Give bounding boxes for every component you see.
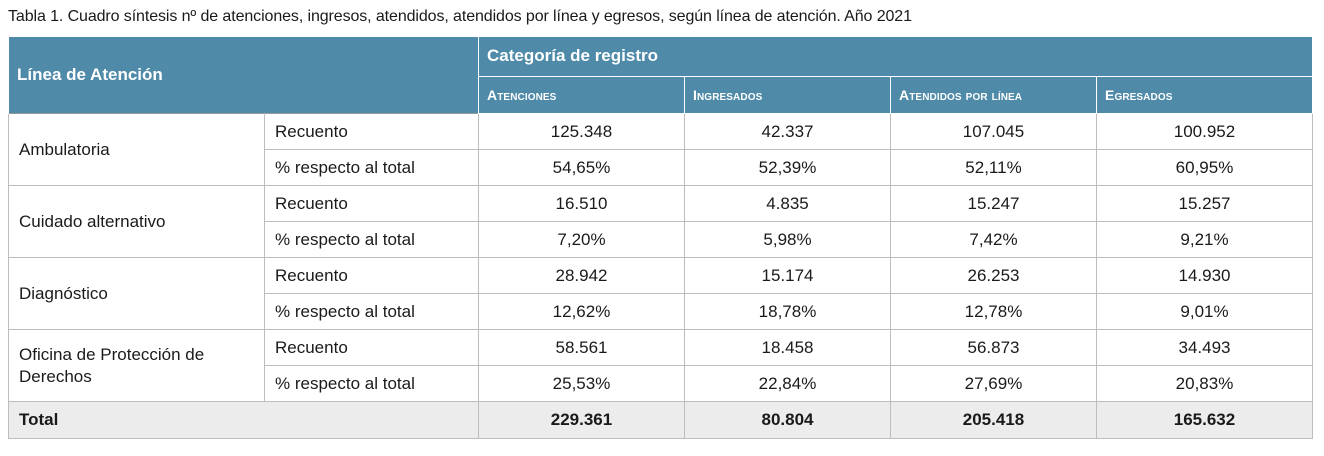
cell-ingresados: 22,84% [684,365,891,402]
summary-table: Línea de Atención Categoría de registro … [8,36,1313,439]
cell-atendidos: 56.873 [890,329,1097,366]
cell-ingresados: 18.458 [684,329,891,366]
metric-label: Recuento [264,329,479,366]
header-atendidos-por-linea: Atendidos por línea [890,75,1097,114]
cell-ingresados: 5,98% [684,221,891,258]
table-row: % respecto al total 12,62% 18,78% 12,78%… [9,293,1313,330]
metric-label: % respecto al total [264,149,479,186]
header-atenciones: Atenciones [478,75,685,114]
cell-atenciones: 16.510 [478,185,685,222]
cell-atendidos: 107.045 [890,113,1097,150]
metric-label: Recuento [264,113,479,150]
table-row: % respecto al total 7,20% 5,98% 7,42% 9,… [9,221,1313,258]
total-row: Total 229.361 80.804 205.418 165.632 [8,401,1313,439]
total-label: Total [8,401,479,439]
header-categoria-registro: Categoría de registro [478,36,1313,77]
cell-ingresados: 15.174 [684,257,891,294]
cell-atenciones: 125.348 [478,113,685,150]
cell-atendidos: 26.253 [890,257,1097,294]
cell-egresados: 14.930 [1096,257,1313,294]
table-caption: Tabla 1. Cuadro síntesis nº de atencione… [8,8,912,25]
cell-egresados: 20,83% [1096,365,1313,402]
table-row: Ambulatoria Recuento 125.348 42.337 107.… [8,113,1313,186]
total-atenciones: 229.361 [478,401,685,439]
group-label: Oficina de Protección de Derechos [8,329,265,402]
metric-label: % respecto al total [264,221,479,258]
metric-label: Recuento [264,257,479,294]
group-label: Diagnóstico [8,257,265,330]
header-egresados: Egresados [1096,75,1313,114]
group-label: Ambulatoria [8,113,265,186]
table-row: Oficina de Protección de Derechos Recuen… [8,329,1313,402]
table-row: % respecto al total 25,53% 22,84% 27,69%… [9,365,1313,402]
cell-atenciones: 54,65% [478,149,685,186]
cell-egresados: 100.952 [1096,113,1313,150]
cell-atendidos: 7,42% [890,221,1097,258]
cell-ingresados: 4.835 [684,185,891,222]
cell-atenciones: 12,62% [478,293,685,330]
cell-atendidos: 27,69% [890,365,1097,402]
cell-egresados: 34.493 [1096,329,1313,366]
table-row: Cuidado alternativo Recuento 16.510 4.83… [8,185,1313,258]
cell-ingresados: 42.337 [684,113,891,150]
cell-ingresados: 18,78% [684,293,891,330]
cell-atenciones: 25,53% [478,365,685,402]
cell-egresados: 9,21% [1096,221,1313,258]
cell-atenciones: 28.942 [478,257,685,294]
metric-label: Recuento [264,185,479,222]
cell-atenciones: 58.561 [478,329,685,366]
cell-egresados: 15.257 [1096,185,1313,222]
total-egresados: 165.632 [1096,401,1313,439]
cell-egresados: 9,01% [1096,293,1313,330]
metric-label: % respecto al total [264,293,479,330]
cell-atenciones: 7,20% [478,221,685,258]
total-atendidos: 205.418 [890,401,1097,439]
total-ingresados: 80.804 [684,401,891,439]
cell-egresados: 60,95% [1096,149,1313,186]
cell-atendidos: 12,78% [890,293,1097,330]
cell-atendidos: 52,11% [890,149,1097,186]
metric-label: % respecto al total [264,365,479,402]
table-row: Diagnóstico Recuento 28.942 15.174 26.25… [8,257,1313,330]
cell-ingresados: 52,39% [684,149,891,186]
group-label: Cuidado alternativo [8,185,265,258]
header-ingresados: Ingresados [684,75,891,114]
header-linea-atencion: Línea de Atención [8,36,479,114]
cell-atendidos: 15.247 [890,185,1097,222]
table-row: % respecto al total 54,65% 52,39% 52,11%… [9,149,1313,186]
